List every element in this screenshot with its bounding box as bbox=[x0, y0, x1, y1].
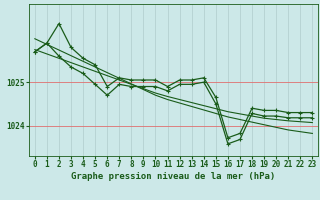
X-axis label: Graphe pression niveau de la mer (hPa): Graphe pression niveau de la mer (hPa) bbox=[71, 172, 276, 181]
